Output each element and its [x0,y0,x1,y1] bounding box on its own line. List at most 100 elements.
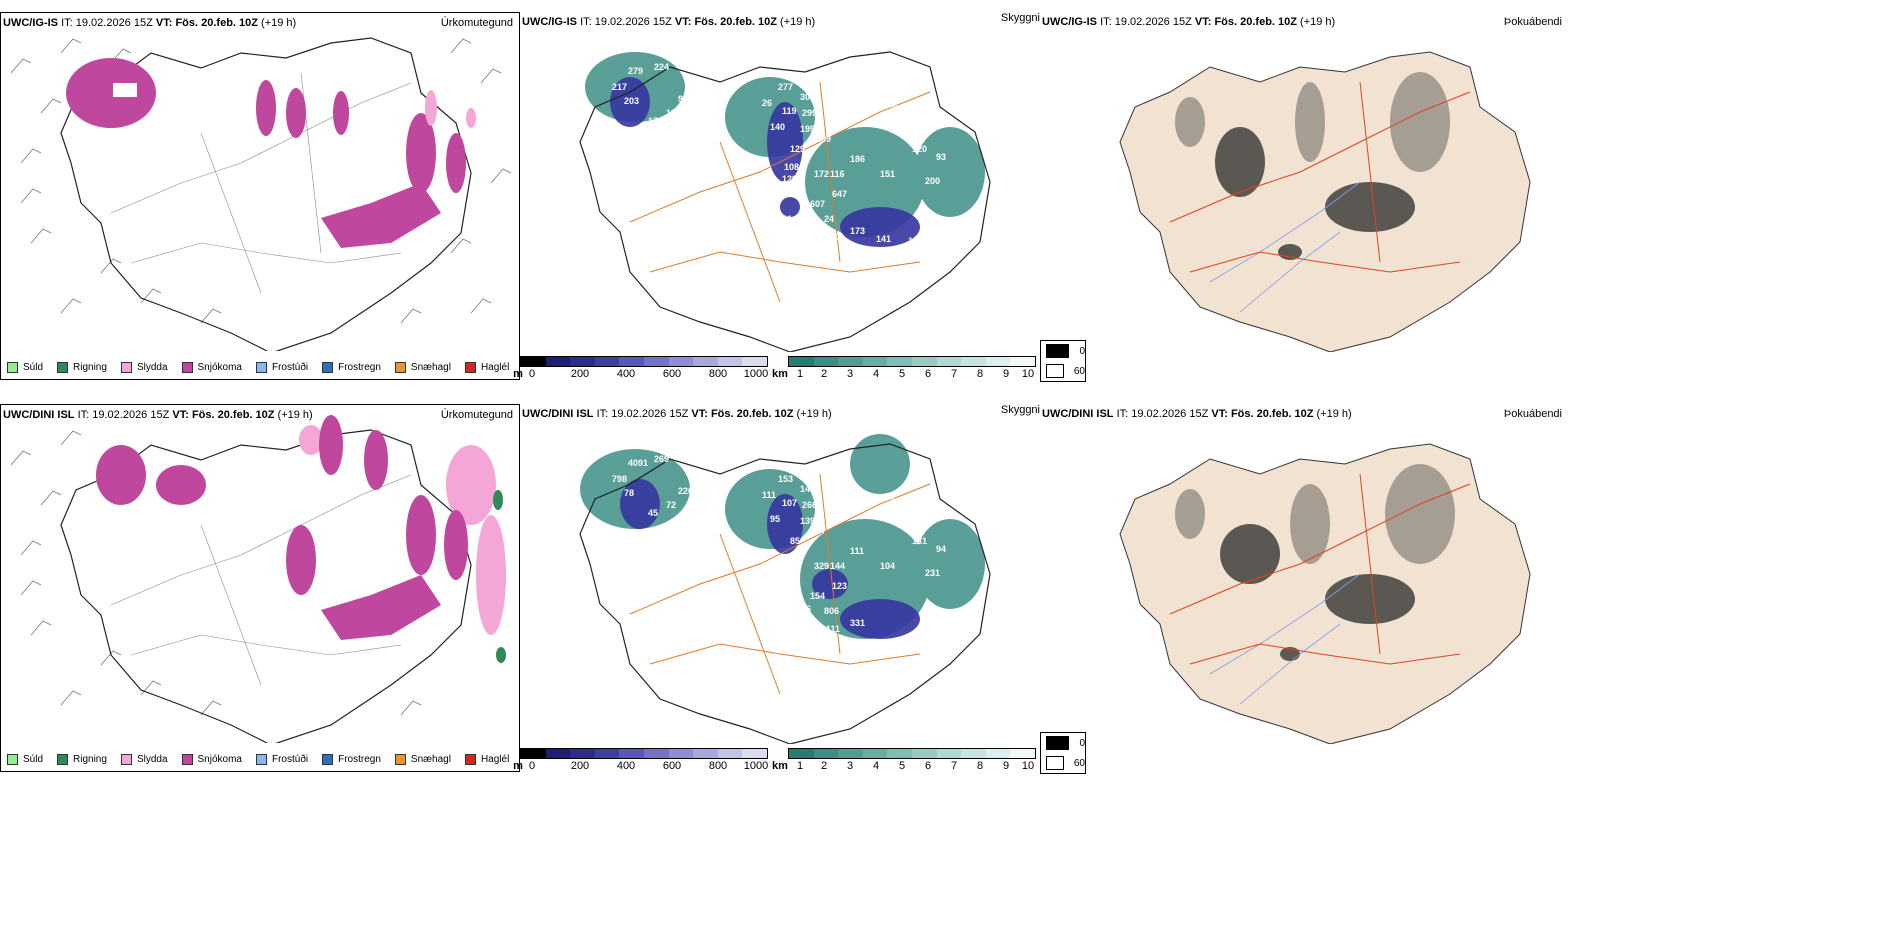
visibility-label: 123 [832,581,847,591]
fog-legend: 0 60 [1040,732,1086,774]
road-network [629,81,931,303]
fog-map [1119,51,1531,352]
visibility-label: 131 [912,536,927,546]
visibility-label: 153 [778,474,793,484]
visibility-label: 157 [904,514,919,524]
visibility-label: 279 [628,66,643,76]
visibility-label: 120 [600,586,615,596]
visibility-label: 329 [814,561,829,571]
rivers [1209,181,1361,313]
colorbar-km: km 1 2 3 4 5 6 7 8 9 10 [772,356,1036,380]
legend-item: Snæhagl [394,362,451,373]
legend-item: Haglél [464,362,509,373]
visibility-label: 130 [782,566,797,576]
panel-title: Skyggni [1000,404,1040,416]
legend-item: Frostregn [322,362,381,373]
legend-item: Slydda [120,362,168,373]
visibility-label: 26 [762,98,772,108]
colorbar-m-swatches [520,748,768,759]
visibility-label: 111 [826,624,840,634]
visibility-label: 103 [908,236,923,246]
visibility-label: 108 [784,162,799,172]
visibility-label: 224 [654,62,669,72]
visibility-label: 266 [802,500,817,510]
visibility-label: 137 [826,232,841,242]
visibility-label: 24 [824,214,834,224]
legend-item: Snjókoma [181,362,242,373]
panel-header: UWC/IG-IS IT: 19.02.2026 15Z VT: Fös. 20… [3,17,297,29]
visibility-label: 146 [796,212,811,222]
legend-item: Frostregn [322,754,381,765]
visibility-label: 151 [880,169,895,179]
visibility-label: 116 [830,169,845,179]
visibility-label: 154 [810,591,825,601]
visibility-label: 11 [666,108,676,118]
visibility-label: 111 [778,214,792,224]
visibility-label: 61 [670,526,680,536]
visibility-panel-row1: UWC/IG-IS IT: 19.02.2026 15Z VT: Fös. 20… [513,12,1040,380]
visibility-label: 269 [654,454,669,464]
road-network [629,473,931,695]
visibility-label: 199 [800,124,815,134]
visibility-label: 144 [830,561,845,571]
panel-header: UWC/DINI ISL IT: 19.02.2026 15Z VT: Fös.… [1042,408,1352,420]
visibility-label: 107 [782,498,797,508]
sleet-areas [425,90,476,128]
iceland-land [1119,443,1531,744]
visibility-label: 806 [824,606,839,616]
fog-panel-row1: UWC/IG-IS IT: 19.02.2026 15Z VT: Fös. 20… [1040,12,1900,382]
panel-title: Úrkomutegund [440,17,513,29]
visibility-label: 92 [678,94,688,104]
colorbar-km-swatches [788,748,1036,759]
wind-barbs [10,430,422,716]
blue-areas [610,77,920,247]
visibility-label: 798 [612,474,627,484]
colorbar-m-swatches [520,356,768,367]
visibility-label: 148 [890,496,905,506]
visibility-label: 173 [850,226,865,236]
visibility-label: 119 [782,106,797,116]
road-network [1169,473,1471,665]
colorbar-m: m 0 200 400 600 800 1000 [513,356,768,380]
legend-item: Haglél [464,754,509,765]
visibility-label: 94 [936,544,946,554]
panel-header: UWC/IG-IS IT: 19.02.2026 15Z VT: Fös. 20… [1042,16,1336,28]
visibility-label: 71 [600,194,610,204]
legend-item: Slydda [120,754,168,765]
iceland-outline [579,443,991,744]
precip-legend: Súld Rigning Slydda Snjókoma Frostúði Fr… [7,362,523,373]
visibility-label: 129 [790,144,805,154]
iceland-outline [579,51,991,352]
panel-title: Þokuábendi [1503,16,1562,28]
visibility-label: 226 [678,486,693,496]
rain-areas [493,490,506,663]
fog-shading [1175,72,1450,260]
snow-areas [66,58,466,248]
visibility-label: 111 [850,546,864,556]
precip-map [10,415,506,743]
road-network [1169,81,1471,273]
precip-map [10,37,512,351]
visibility-label: 172 [814,169,829,179]
legend-item: Rigning [57,362,107,373]
fog-map [1119,443,1531,744]
visibility-label: 58 [778,606,788,616]
legend-item: Frostúði [255,362,308,373]
visibility-label: 104 [880,561,895,571]
legend-item: Rigning [57,754,107,765]
colorbar-m: m 0 200 400 600 800 1000 [513,748,768,772]
visibility-label: 331 [850,618,865,628]
visibility-label: 184 [850,488,865,498]
visibility-label: 45 [648,508,658,518]
wind-barbs [10,38,512,324]
visibility-label: 607 [810,199,825,209]
panel-title: Úrkomutegund [440,409,513,421]
visibility-label: 217 [612,82,627,92]
visibility-label: 112 [870,254,885,264]
precip-legend: Súld Rigning Slydda Snjókoma Frostúði Fr… [7,754,523,765]
road-network [110,474,412,686]
visibility-label: 203 [624,96,639,106]
visibility-label: 647 [832,189,847,199]
